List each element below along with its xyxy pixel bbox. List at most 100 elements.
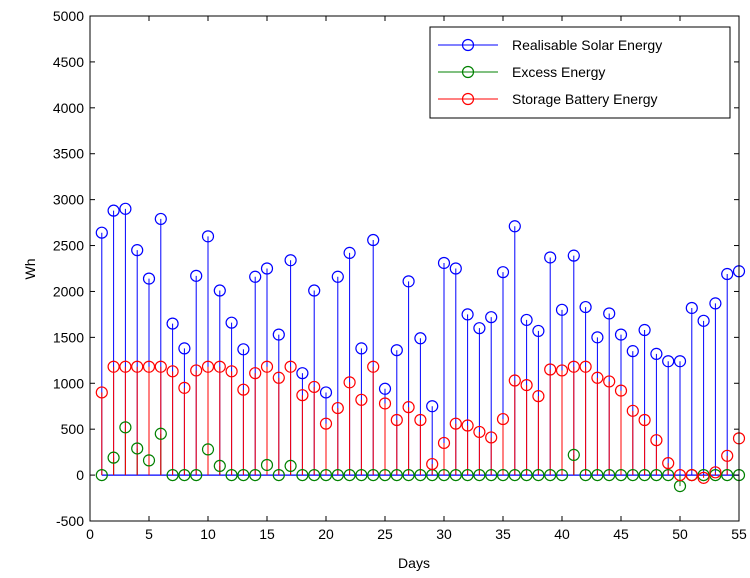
stem-marker xyxy=(237,383,250,396)
stem-marker xyxy=(213,360,226,373)
stem-marker xyxy=(296,367,309,380)
legend-swatch-marker xyxy=(461,65,475,79)
stem-marker xyxy=(437,436,451,450)
stem-marker xyxy=(485,468,498,482)
stem-marker xyxy=(308,284,321,297)
x-tick-label: 35 xyxy=(495,526,511,542)
stem-marker xyxy=(201,360,215,373)
stem-marker xyxy=(449,262,462,275)
stem-marker xyxy=(567,360,580,373)
stem-marker xyxy=(473,468,486,482)
stem-marker xyxy=(544,468,557,482)
stem-marker xyxy=(142,454,156,467)
stem-marker xyxy=(437,468,451,482)
stem-marker xyxy=(378,468,392,482)
stem-marker xyxy=(402,468,415,482)
stem-marker xyxy=(402,401,415,414)
stem-marker xyxy=(331,401,344,415)
stem-marker xyxy=(473,322,486,335)
x-tick-label: 0 xyxy=(86,526,94,542)
stem-marker xyxy=(331,468,344,482)
stem-marker xyxy=(414,413,427,427)
stem-marker xyxy=(721,468,734,482)
stem-marker xyxy=(154,360,167,373)
stem-marker xyxy=(426,400,439,413)
stem-marker xyxy=(485,431,498,444)
stem-marker xyxy=(331,270,344,283)
stem-marker xyxy=(603,307,616,320)
stem-marker xyxy=(544,251,557,264)
x-tick-label: 25 xyxy=(377,526,393,542)
stem-marker xyxy=(603,468,616,482)
x-tick-label: 45 xyxy=(613,526,629,542)
stem-marker xyxy=(508,468,521,482)
stem-marker xyxy=(284,459,297,473)
stem-marker xyxy=(508,374,521,387)
stem-marker xyxy=(260,262,274,275)
stem-marker xyxy=(449,468,462,482)
stem-marker xyxy=(650,468,663,482)
legend-entry-label: Excess Energy xyxy=(512,64,605,80)
stem-marker xyxy=(485,311,498,324)
stem-marker xyxy=(107,451,120,464)
stem-marker xyxy=(284,360,297,373)
stem-marker xyxy=(119,360,132,373)
stem-marker xyxy=(390,468,403,482)
stem-marker xyxy=(567,249,580,262)
stem-marker xyxy=(95,386,108,399)
stem-marker xyxy=(614,328,628,341)
stem-marker xyxy=(662,457,675,470)
stem-marker xyxy=(437,256,451,270)
stem-marker xyxy=(520,313,533,327)
stem-marker xyxy=(697,471,710,484)
stem-marker xyxy=(709,466,722,479)
stem-marker xyxy=(308,380,321,394)
stem-marker xyxy=(131,244,144,257)
stem-marker xyxy=(260,360,274,373)
stem-marker xyxy=(190,468,203,482)
stem-marker xyxy=(107,360,120,373)
stem-marker xyxy=(662,468,675,482)
stem-marker xyxy=(237,468,250,482)
stem-marker xyxy=(697,314,710,327)
y-tick-label: 2000 xyxy=(53,283,84,299)
stem-marker xyxy=(591,331,604,344)
stem-marker xyxy=(119,202,132,215)
stem-marker xyxy=(178,342,191,355)
stem-marker xyxy=(579,468,592,482)
stem-marker xyxy=(166,365,179,378)
stem-marker xyxy=(190,269,203,282)
stem-marker xyxy=(119,421,132,434)
stem-marker xyxy=(532,324,545,338)
stem-marker xyxy=(496,468,510,482)
stem-marker xyxy=(709,468,722,482)
stem-marker xyxy=(626,468,639,482)
stem-marker xyxy=(579,360,592,373)
stem-marker xyxy=(508,220,521,233)
stem-marker xyxy=(709,297,722,310)
stem-marker xyxy=(614,384,628,397)
stem-marker xyxy=(461,419,474,432)
legend: Realisable Solar Energy Excess Energy Stor… xyxy=(429,26,731,119)
stem-marker xyxy=(319,417,333,430)
x-tick-label: 55 xyxy=(731,526,747,542)
x-tick-label: 30 xyxy=(436,526,452,542)
stem-marker xyxy=(131,442,144,455)
x-tick-label: 50 xyxy=(672,526,688,542)
y-tick-label: 500 xyxy=(61,421,85,437)
stem-marker xyxy=(697,468,710,482)
stem-marker xyxy=(496,266,510,279)
stem-marker xyxy=(249,367,262,380)
stem-marker xyxy=(673,468,687,482)
markers-layer xyxy=(95,202,746,493)
stem-marker xyxy=(614,468,628,482)
y-tick-label: 1500 xyxy=(53,329,84,345)
stem-marker xyxy=(591,371,604,384)
stem-marker xyxy=(95,226,108,239)
y-tick-label: 3500 xyxy=(53,146,84,162)
axes xyxy=(89,15,740,522)
stem-marker xyxy=(390,344,403,357)
stem-marker xyxy=(213,459,226,473)
stem-marker xyxy=(650,434,663,447)
stem-marker xyxy=(284,254,297,267)
